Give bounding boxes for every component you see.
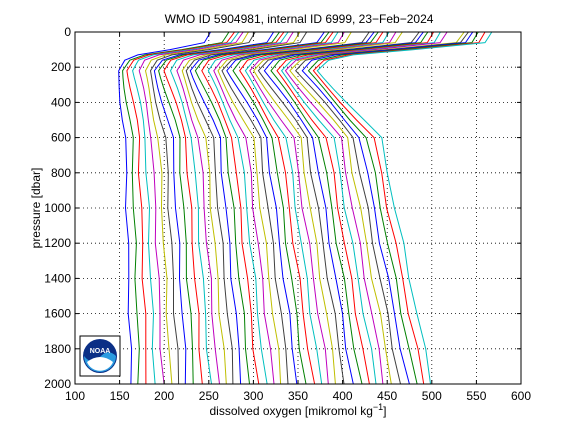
x-tick-label: 250 bbox=[199, 389, 219, 403]
profile-line bbox=[213, 32, 345, 384]
profile-line bbox=[163, 32, 285, 384]
profile-line bbox=[126, 32, 235, 384]
x-tick-label: 100 bbox=[65, 389, 85, 403]
y-tick-label: 1200 bbox=[44, 236, 71, 250]
noaa-logo: NOAA bbox=[79, 335, 121, 377]
x-tick-label: 350 bbox=[288, 389, 308, 403]
logo-text: NOAA bbox=[90, 348, 111, 355]
x-tick-label: 550 bbox=[466, 389, 486, 403]
profile-line bbox=[207, 32, 339, 384]
grid bbox=[75, 32, 521, 384]
profile-line bbox=[118, 32, 212, 384]
y-tick-label: 0 bbox=[64, 25, 71, 39]
profile-line bbox=[284, 32, 448, 384]
x-axis-label: dissolved oxygen [mikromol kg−1] bbox=[209, 402, 386, 418]
y-tick-label: 200 bbox=[51, 60, 71, 74]
profile-line bbox=[149, 32, 256, 384]
y-tick-label: 600 bbox=[51, 131, 71, 145]
profile-line bbox=[276, 32, 435, 384]
profile-line bbox=[181, 32, 301, 384]
profile-line bbox=[185, 32, 308, 384]
axes-box bbox=[74, 31, 522, 385]
x-tick-label: 500 bbox=[422, 389, 442, 403]
y-tick-label: 1800 bbox=[44, 342, 71, 356]
logo-gull-shape bbox=[87, 357, 113, 371]
profile-line bbox=[138, 32, 244, 384]
y-tick-label: 400 bbox=[51, 95, 71, 109]
profile-line bbox=[307, 32, 479, 384]
profile-line bbox=[232, 32, 379, 384]
profile-line bbox=[122, 32, 230, 384]
x-tick-label: 150 bbox=[110, 389, 130, 403]
profile-line bbox=[158, 32, 280, 384]
profile-line bbox=[270, 32, 429, 384]
profile-line bbox=[301, 32, 474, 384]
profile-line bbox=[153, 32, 275, 384]
profile-line bbox=[201, 32, 334, 384]
y-tick-label: 1000 bbox=[44, 201, 71, 215]
y-tick-label: 1600 bbox=[44, 307, 71, 321]
profile-line bbox=[316, 32, 493, 384]
x-tick-label: 200 bbox=[154, 389, 174, 403]
profile-line bbox=[239, 32, 384, 384]
profile-line bbox=[194, 32, 330, 384]
x-tick-label: 300 bbox=[243, 389, 263, 403]
profile-line bbox=[253, 32, 403, 384]
x-tick-labels: 100 150 200 250 300 350 400 450 500 550 600 bbox=[65, 389, 531, 403]
profile-line bbox=[144, 32, 249, 384]
profile-line bbox=[263, 32, 424, 384]
x-tick-label: 450 bbox=[377, 389, 397, 403]
y-axis-label: pressure [dbar] bbox=[29, 168, 43, 249]
y-tick-label: 1400 bbox=[44, 271, 71, 285]
y-tick-label: 2000 bbox=[44, 377, 71, 391]
profile-line bbox=[244, 32, 390, 384]
x-tick-label: 400 bbox=[333, 389, 353, 403]
x-tick-label: 600 bbox=[511, 389, 531, 403]
profile-line bbox=[176, 32, 294, 384]
profile-line bbox=[217, 32, 352, 384]
y-tick-labels: 0 200 400 600 800 1000 1200 1400 1600 1800 2000 bbox=[44, 25, 71, 391]
profile-line bbox=[132, 32, 240, 384]
chart-title: WMO ID 5904981, internal ID 6999, 23−Feb… bbox=[165, 12, 434, 26]
oxygen-profiles bbox=[118, 32, 493, 384]
profile-line bbox=[169, 32, 289, 384]
y-tick-label: 800 bbox=[51, 166, 71, 180]
